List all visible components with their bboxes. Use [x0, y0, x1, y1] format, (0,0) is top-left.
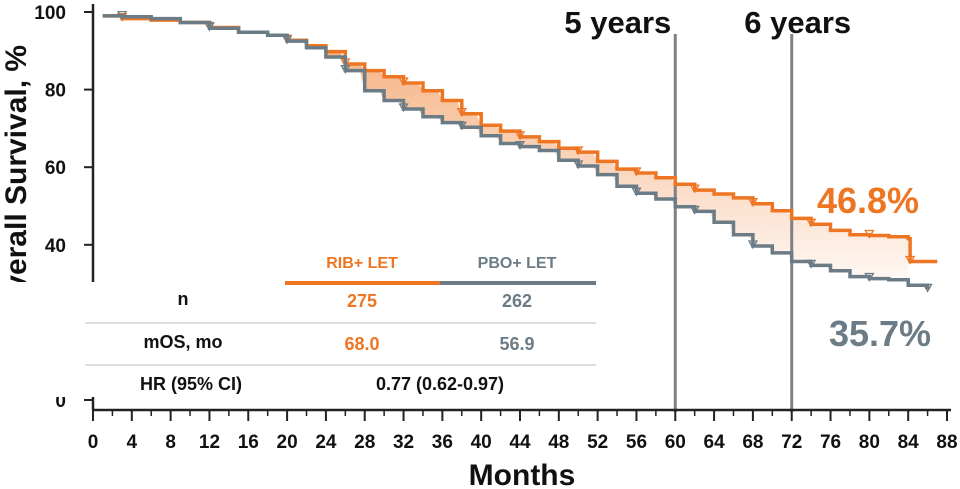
censor-mark-pbo — [456, 121, 467, 131]
x-tick-label-32: 32 — [393, 432, 414, 453]
censor-mark-pbo — [281, 35, 293, 45]
censor-mark-rib — [864, 229, 875, 239]
table-row-label: HR (95% CI) — [140, 374, 242, 394]
censor-mark-pbo — [204, 22, 215, 32]
table-row-label: n — [178, 289, 189, 309]
x-tick-label-76: 76 — [820, 432, 841, 453]
table-cell-rib: 275 — [347, 291, 377, 311]
y-tick-label-40: 40 — [45, 236, 66, 257]
y-tick-label-60: 60 — [45, 158, 66, 179]
censor-mark-rib — [905, 255, 916, 265]
x-tick-label-88: 88 — [936, 432, 957, 453]
stats-table-background — [0, 282, 598, 397]
censor-mark-rib — [573, 146, 584, 156]
endpoint-label-pbo: 35.7% — [829, 313, 931, 354]
km-curve-pbo — [102, 14, 930, 290]
x-tick-label-16: 16 — [238, 432, 259, 453]
censor-mark-rib — [806, 218, 817, 228]
censor-mark-pbo — [806, 259, 817, 269]
x-tick-label-56: 56 — [626, 432, 647, 453]
x-tick-label-8: 8 — [165, 432, 176, 453]
x-tick-label-40: 40 — [471, 432, 492, 453]
x-tick-label-64: 64 — [704, 432, 726, 453]
y-axis-title: Overall Survival, % — [0, 45, 33, 315]
x-tick-label-52: 52 — [587, 432, 608, 453]
x-tick-label-36: 36 — [432, 432, 453, 453]
censor-mark-rib — [747, 198, 759, 207]
x-tick-label-68: 68 — [742, 432, 763, 453]
censor-mark-rib — [689, 184, 700, 194]
x-tick-label-72: 72 — [781, 432, 802, 453]
censor-mark-rib — [514, 131, 526, 141]
censor-mark-pbo — [116, 11, 128, 20]
x-tick-label-4: 4 — [127, 432, 138, 453]
censor-mark-pbo — [864, 272, 875, 282]
x-tick-label-80: 80 — [859, 432, 880, 453]
x-tick-label-48: 48 — [548, 432, 569, 453]
x-tick-label-20: 20 — [277, 432, 298, 453]
endpoint-label-rib: 46.8% — [817, 180, 919, 221]
censor-mark-pbo — [514, 140, 526, 150]
censor-mark-pbo — [747, 240, 759, 250]
censor-mark-pbo — [631, 187, 642, 197]
x-tick-label-84: 84 — [898, 432, 920, 453]
censor-mark-rib — [631, 167, 642, 177]
censor-mark-rib — [398, 77, 409, 87]
x-tick-label-24: 24 — [315, 432, 337, 453]
censor-mark-pbo — [922, 283, 933, 293]
y-tick-label-0: 0 — [55, 391, 66, 412]
table-header-rib: RIB+ LET — [326, 255, 398, 272]
x-tick-label-44: 44 — [509, 432, 531, 453]
reference-label-72-months: 6 years — [744, 5, 851, 40]
table-cell-rib: 68.0 — [344, 334, 379, 354]
y-tick-label-80: 80 — [45, 81, 66, 102]
table-cell-pbo: 56.9 — [499, 334, 534, 354]
x-tick-label-60: 60 — [665, 432, 686, 453]
table-row-label: mOS, mo — [143, 332, 222, 352]
x-axis-title: Months — [469, 459, 576, 489]
x-tick-label-0: 0 — [88, 432, 99, 453]
censor-mark-rib — [456, 108, 467, 117]
table-header-pbo: PBO+ LET — [478, 255, 557, 272]
reference-label-60-months: 5 years — [564, 5, 671, 40]
table-cell-hr: 0.77 (0.62-0.97) — [376, 374, 504, 394]
y-tick-label-100: 100 — [34, 3, 66, 24]
censor-mark-pbo — [340, 64, 351, 74]
survival-gap-shading — [325, 51, 909, 286]
x-tick-label-28: 28 — [354, 432, 375, 453]
censor-mark-pbo — [398, 103, 409, 113]
table-cell-pbo: 262 — [502, 291, 532, 311]
x-tick-label-12: 12 — [199, 432, 220, 453]
censor-mark-pbo — [573, 160, 584, 170]
censor-mark-pbo — [689, 205, 700, 215]
